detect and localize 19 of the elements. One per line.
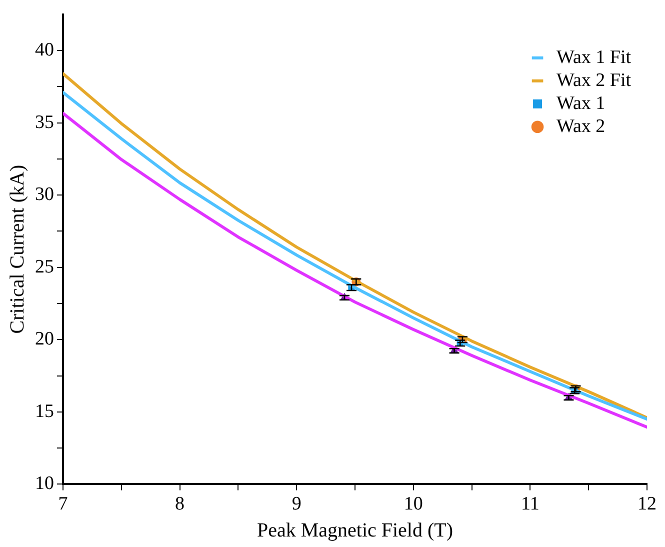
y-tick-label: 35 — [35, 112, 54, 133]
y-tick-label: 15 — [35, 400, 54, 422]
legend-label: Wax 2 — [556, 116, 606, 137]
y-tick-label: 30 — [35, 184, 54, 206]
x-tick-label: 10 — [404, 494, 423, 515]
legend-label: Wax 2 Fit — [556, 70, 632, 91]
legend-label: Wax 1 — [556, 92, 606, 114]
legend-label: Wax 1 Fit — [556, 46, 632, 68]
x-tick-label: 8 — [175, 494, 185, 515]
x-tick-label: 11 — [521, 494, 540, 515]
y-tick-label: 25 — [35, 256, 54, 278]
x-tick-label: 12 — [638, 494, 656, 515]
y-tick-label: 20 — [35, 328, 54, 350]
y-tick-label: 40 — [35, 40, 54, 61]
x-tick-label: 7 — [58, 494, 68, 515]
x-axis-title: Peak Magnetic Field (T) — [256, 519, 454, 542]
y-tick-label: 10 — [35, 473, 54, 494]
y-axis-title: Critical Current (kA) — [6, 164, 28, 334]
x-tick-label: 9 — [292, 494, 302, 515]
